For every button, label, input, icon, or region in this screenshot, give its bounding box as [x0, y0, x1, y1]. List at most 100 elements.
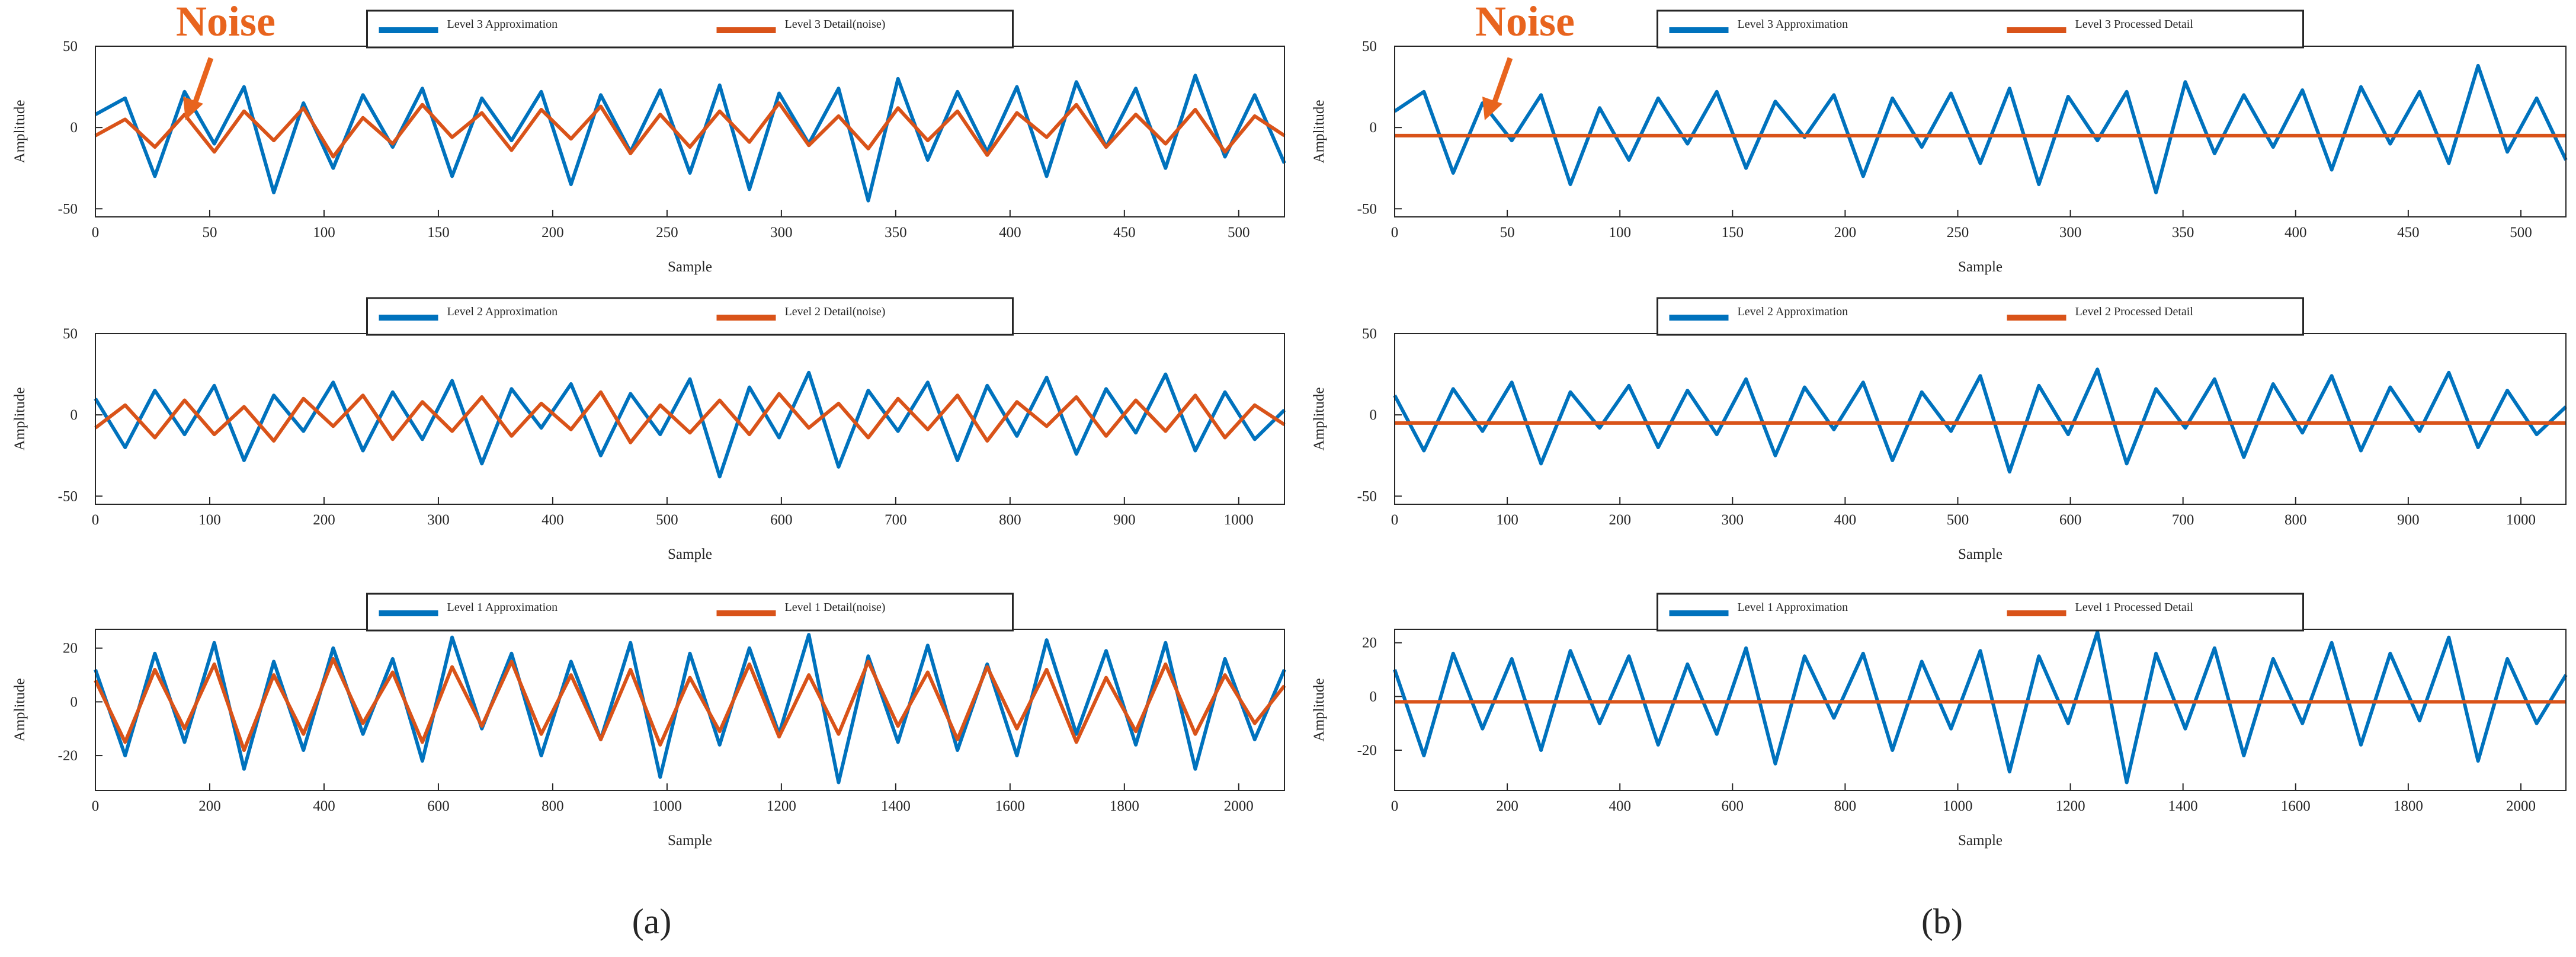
x-tick-label: 400 — [1834, 512, 1857, 528]
x-tick-label: 200 — [542, 225, 564, 241]
legend-label: Level 1 Approximation — [1738, 601, 1848, 614]
y-tick-label: -50 — [58, 488, 78, 504]
x-tick-label: 300 — [427, 512, 450, 528]
x-axis-label: Sample — [1958, 833, 2003, 849]
plot-area — [1395, 334, 2566, 504]
y-tick-label: 0 — [71, 120, 78, 136]
x-tick-label: 900 — [1113, 512, 1136, 528]
x-axis-label: Sample — [1958, 546, 2003, 562]
y-tick-label: -20 — [58, 748, 78, 764]
x-tick-label: 1000 — [2506, 512, 2536, 528]
y-tick-label: 50 — [1362, 39, 1377, 55]
y-axis-label: Amplitude — [1311, 678, 1327, 742]
legend-label: Level 3 Approximation — [447, 18, 558, 31]
x-tick-label: 150 — [1722, 225, 1744, 241]
y-tick-label: 0 — [1370, 689, 1377, 705]
annotation: Noise — [176, 0, 275, 45]
y-tick-label: 0 — [1370, 407, 1377, 423]
x-tick-label: 0 — [92, 225, 100, 241]
x-tick-label: 150 — [427, 225, 450, 241]
x-tick-label: 300 — [770, 225, 793, 241]
legend-box — [366, 593, 1014, 632]
x-tick-label: 0 — [1391, 225, 1399, 241]
y-tick-label: 50 — [1362, 326, 1377, 342]
x-tick-label: 0 — [92, 512, 100, 528]
series-line — [94, 370, 1286, 479]
legend-label: Level 2 Processed Detail — [2075, 305, 2194, 318]
y-tick-label: -20 — [1357, 742, 1377, 758]
legend-box — [366, 297, 1014, 336]
x-tick-label: 200 — [1496, 798, 1518, 814]
legend-label: Level 2 Approximation — [447, 305, 558, 318]
x-axis-label: Sample — [1958, 259, 2003, 275]
legend-box — [1657, 9, 2304, 49]
series-line — [94, 657, 1286, 752]
y-tick-label: 0 — [71, 694, 78, 710]
legend-label: Level 3 Approximation — [1738, 18, 1848, 31]
y-tick-label: 0 — [1370, 120, 1377, 136]
y-tick-label: -50 — [58, 201, 78, 217]
x-tick-label: 450 — [1113, 225, 1136, 241]
legend-box — [1657, 593, 2304, 632]
x-tick-label: 600 — [770, 512, 793, 528]
plot-area — [1395, 46, 2566, 217]
x-tick-label: 2000 — [2506, 798, 2536, 814]
x-tick-label: 1000 — [1943, 798, 1972, 814]
x-tick-label: 1400 — [2168, 798, 2198, 814]
x-tick-label: 2000 — [1224, 798, 1254, 814]
x-tick-label: 100 — [1496, 512, 1518, 528]
x-tick-label: 350 — [2172, 225, 2194, 241]
legend-label: Level 3 Detail(noise) — [785, 18, 886, 31]
x-tick-label: 300 — [1722, 512, 1744, 528]
x-tick-label: 0 — [92, 798, 100, 814]
x-tick-label: 100 — [198, 512, 221, 528]
x-tick-label: 500 — [1947, 512, 1969, 528]
x-tick-label: 400 — [542, 512, 564, 528]
x-tick-label: 1800 — [1110, 798, 1139, 814]
x-tick-label: 200 — [1834, 225, 1857, 241]
x-tick-label: 900 — [2397, 512, 2420, 528]
y-tick-label: -50 — [1357, 488, 1377, 504]
x-tick-label: 600 — [1722, 798, 1744, 814]
x-tick-label: 400 — [1609, 798, 1631, 814]
x-tick-label: 250 — [1947, 225, 1969, 241]
x-tick-label: 800 — [999, 512, 1021, 528]
series-line — [94, 633, 1286, 785]
x-tick-label: 800 — [1834, 798, 1857, 814]
y-axis-label: Amplitude — [12, 100, 28, 164]
x-tick-label: 100 — [313, 225, 335, 241]
legend-label: Level 1 Detail(noise) — [785, 601, 886, 614]
x-tick-label: 1000 — [652, 798, 682, 814]
x-tick-label: 0 — [1391, 798, 1399, 814]
x-tick-label: 1200 — [767, 798, 796, 814]
caption: (a) — [632, 902, 672, 941]
x-tick-label: 50 — [202, 225, 217, 241]
x-tick-label: 800 — [542, 798, 564, 814]
x-axis-label: Sample — [668, 833, 712, 849]
x-tick-label: 400 — [999, 225, 1021, 241]
y-axis-label: Amplitude — [1311, 388, 1327, 451]
legend-label: Level 2 Detail(noise) — [785, 305, 886, 318]
y-axis-label: Amplitude — [12, 678, 28, 742]
x-tick-label: 100 — [1609, 225, 1631, 241]
legend-label: Level 2 Approximation — [1738, 305, 1848, 318]
x-tick-label: 600 — [427, 798, 450, 814]
x-tick-label: 1200 — [2056, 798, 2085, 814]
y-tick-label: 0 — [71, 407, 78, 423]
legend-label: Level 1 Approximation — [447, 601, 558, 614]
annotation-arrow — [190, 57, 214, 110]
legend-label: Level 1 Processed Detail — [2075, 601, 2194, 614]
x-tick-label: 300 — [2059, 225, 2082, 241]
x-tick-label: 500 — [1228, 225, 1250, 241]
annotation-arrow — [1489, 57, 1513, 110]
caption: (b) — [1921, 902, 1963, 941]
x-tick-label: 450 — [2397, 225, 2420, 241]
legend-box — [1657, 297, 2304, 336]
y-tick-label: -50 — [1357, 201, 1377, 217]
x-tick-label: 350 — [885, 225, 907, 241]
x-tick-label: 800 — [2285, 512, 2307, 528]
x-tick-label: 200 — [313, 512, 335, 528]
x-tick-label: 1600 — [995, 798, 1025, 814]
y-tick-label: 50 — [63, 39, 78, 55]
